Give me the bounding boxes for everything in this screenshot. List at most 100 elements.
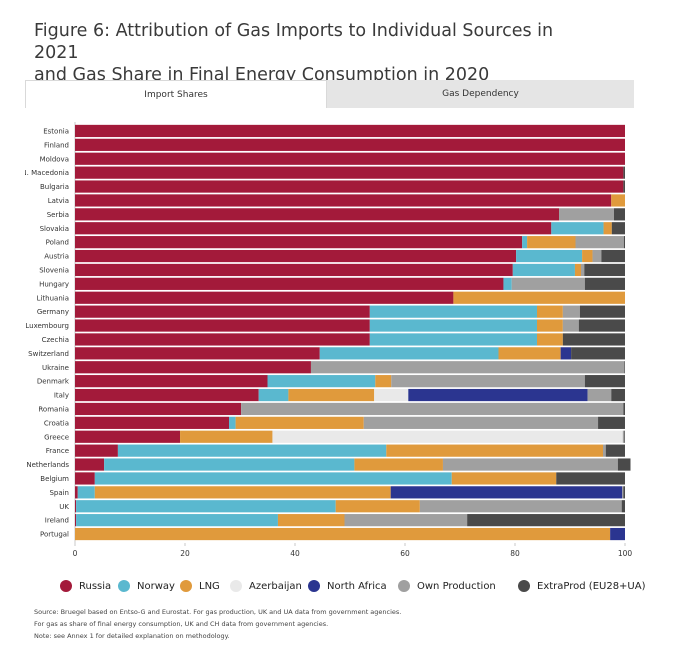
bar-italy-own-production[interactable]: Italy – Own Production: 4.3 xyxy=(587,388,612,402)
bar-finland-russia[interactable]: Finland – Russia: 100 xyxy=(75,138,625,151)
bar-france-norway[interactable]: France – Norway: 48.8 xyxy=(117,444,387,457)
bar-greece-azerbaijan[interactable]: Greece – Azerbaijan: 63.7 xyxy=(272,430,623,443)
bar-ireland-extraprod-eu28-ua[interactable]: Ireland – ExtraProd (EU28+UA): 28.7 xyxy=(467,514,625,527)
bar-uk-lng[interactable]: UK – LNG: 15.3 xyxy=(335,500,420,513)
bar-luxembourg-norway[interactable]: Luxembourg – Norway: 30.4 xyxy=(369,319,537,332)
bar-greece-russia[interactable]: Greece – Russia: 19.1 xyxy=(75,430,181,443)
bar-slovenia-lng[interactable]: Slovenia – LNG: 1.1 xyxy=(574,263,581,277)
bar-netherlands-norway[interactable]: Netherlands – Norway: 45.5 xyxy=(104,458,355,471)
bar-netherlands-russia[interactable]: Netherlands – Russia: 5.3 xyxy=(75,458,105,471)
bar-spain-russia[interactable]: Spain – Russia: 0.5 xyxy=(75,486,78,499)
bar-greece-extraprod-eu28-ua[interactable]: Greece – ExtraProd (EU28+UA): 0.1 xyxy=(624,430,625,443)
bar-france-russia[interactable]: France – Russia: 7.8 xyxy=(75,444,118,457)
bar-germany-lng[interactable]: Germany – LNG: 4.7 xyxy=(537,305,563,318)
bar-czechia-extraprod-eu28-ua[interactable]: Czechia – ExtraProd (EU28+UA): 11.3 xyxy=(562,333,625,346)
bar-greece-lng[interactable]: Greece – LNG: 16.8 xyxy=(180,430,273,443)
bar-croatia-russia[interactable]: Croatia – Russia: 28 xyxy=(75,416,229,429)
bar-croatia-lng[interactable]: Croatia – LNG: 23.3 xyxy=(235,416,364,429)
tab-gas-dependency[interactable]: Gas Dependency xyxy=(327,80,634,108)
bar-denmark-russia[interactable]: Denmark – Russia: 35 xyxy=(75,375,268,388)
bar-ireland-russia[interactable]: Ireland – Russia: 0.2 xyxy=(75,514,77,527)
bar-poland-extraprod-eu28-ua[interactable]: Poland – ExtraProd (EU28+UA): 0.2 xyxy=(623,236,625,249)
bar-hungary-extraprod-eu28-ua[interactable]: Hungary – ExtraProd (EU28+UA): 7.3 xyxy=(584,277,625,290)
bar-luxembourg-extraprod-eu28-ua[interactable]: Luxembourg – ExtraProd (EU28+UA): 8.4 xyxy=(578,319,625,332)
legend-item-own-production[interactable]: Own Production xyxy=(398,580,496,592)
bar-belgium-norway[interactable]: Belgium – Norway: 64.9 xyxy=(94,472,452,485)
bar-poland-own-production[interactable]: Poland – Own Production: 8.8 xyxy=(575,236,624,249)
bar-switzerland-extraprod-eu28-ua[interactable]: Switzerland – ExtraProd (EU28+UA): 9.8 xyxy=(571,347,625,360)
bar-denmark-own-production[interactable]: Denmark – Own Production: 35.2 xyxy=(391,375,585,388)
bar-denmark-norway[interactable]: Denmark – Norway: 19.6 xyxy=(267,375,376,388)
bar-italy-norway[interactable]: Italy – Norway: 5.4 xyxy=(258,388,289,402)
bar-spain-north-africa[interactable]: Spain – North Africa: 42.1 xyxy=(390,486,623,499)
bar-moldova-russia[interactable]: Moldova – Russia: 100 xyxy=(75,152,625,165)
bar-bulgaria-russia[interactable]: Bulgaria – Russia: 99.7 xyxy=(75,180,624,193)
bar-spain-norway[interactable]: Spain – Norway: 3.1 xyxy=(77,486,95,499)
bar-belgium-extraprod-eu28-ua[interactable]: Belgium – ExtraProd (EU28+UA): 12.5 xyxy=(556,472,625,485)
bar-uk-russia[interactable]: UK – Russia: 0.2 xyxy=(75,500,77,513)
bar-italy-lng[interactable]: Italy – LNG: 15.6 xyxy=(288,388,375,402)
bar-italy-extraprod-eu28-ua[interactable]: Italy – ExtraProd (EU28+UA): 2.5 xyxy=(611,388,625,402)
bar-serbia-russia[interactable]: Serbia – Russia: 88 xyxy=(75,208,559,221)
bar-slovenia-norway[interactable]: Slovenia – Norway: 11.3 xyxy=(512,263,575,277)
bar-romania-extraprod-eu28-ua[interactable]: Romania – ExtraProd (EU28+UA): 0.3 xyxy=(623,402,625,416)
bar-france-lng[interactable]: France – LNG: 39.4 xyxy=(386,444,603,457)
bar-austria-own-production[interactable]: Austria – Own Production: 1.6 xyxy=(592,249,602,263)
bar-croatia-norway[interactable]: Croatia – Norway: 1.2 xyxy=(229,416,236,429)
bar-portugal-lng[interactable]: Portugal – LNG: 97.3 xyxy=(75,527,611,541)
bar-czechia-russia[interactable]: Czechia – Russia: 53.6 xyxy=(75,333,370,346)
bar-austria-norway[interactable]: Austria – Norway: 12 xyxy=(516,249,583,263)
bar-hungary-norway[interactable]: Hungary – Norway: 1.5 xyxy=(503,277,512,290)
legend-item-russia[interactable]: Russia xyxy=(60,580,111,592)
bar-belgium-russia[interactable]: Belgium – Russia: 3.6 xyxy=(75,472,95,485)
bar-romania-russia[interactable]: Romania – Russia: 30.2 xyxy=(75,402,242,416)
bar-netherlands-extraprod-eu28-ua[interactable]: Netherlands – ExtraProd (EU28+UA): 2.3 xyxy=(617,458,631,471)
bar-france-extraprod-eu28-ua[interactable]: France – ExtraProd (EU28+UA): 3.5 xyxy=(605,444,625,457)
bar-hungary-own-production[interactable]: Hungary – Own Production: 13.3 xyxy=(511,277,585,290)
bar-poland-norway[interactable]: Poland – Norway: 0.9 xyxy=(522,236,528,249)
bar-austria-russia[interactable]: Austria – Russia: 80.2 xyxy=(75,249,517,263)
bar-poland-russia[interactable]: Poland – Russia: 81.3 xyxy=(75,236,523,249)
bar-ukraine-russia[interactable]: Ukraine – Russia: 42.9 xyxy=(75,361,311,374)
bar-ukraine-own-production[interactable]: Ukraine – Own Production: 57 xyxy=(310,361,625,374)
bar-slovenia-own-production[interactable]: Slovenia – Own Production: 0.6 xyxy=(581,263,585,277)
bar-slovakia-russia[interactable]: Slovakia – Russia: 86.6 xyxy=(75,222,552,235)
bar-czechia-lng[interactable]: Czechia – LNG: 4.7 xyxy=(537,333,563,346)
bar-switzerland-russia[interactable]: Switzerland – Russia: 44.5 xyxy=(75,347,320,360)
bar-netherlands-own-production[interactable]: Netherlands – Own Production: 31.8 xyxy=(442,458,618,471)
bar-ukraine-extraprod-eu28-ua[interactable]: Ukraine – ExtraProd (EU28+UA): 0.1 xyxy=(624,361,625,374)
legend-item-azerbaijan[interactable]: Azerbaijan xyxy=(230,580,302,592)
bar-greece-own-production[interactable]: Greece – Own Production: 0.3 xyxy=(622,430,625,443)
bar-lithuania-russia[interactable]: Lithuania – Russia: 68.8 xyxy=(75,291,454,304)
bar-bulgaria-extraprod-eu28-ua[interactable]: Bulgaria – ExtraProd (EU28+UA): 0.3 xyxy=(623,180,625,193)
bar-portugal-north-africa[interactable]: Portugal – North Africa: 2.7 xyxy=(610,527,625,541)
legend-item-north-africa[interactable]: North Africa xyxy=(308,580,387,592)
tab-import-shares[interactable]: Import Shares xyxy=(25,80,327,108)
bar-estonia-russia[interactable]: Estonia – Russia: 100 xyxy=(75,124,625,138)
bar-serbia-own-production[interactable]: Serbia – Own Production: 10 xyxy=(559,208,614,221)
bar-spain-lng[interactable]: Spain – LNG: 53.8 xyxy=(94,486,391,499)
bar-spain-extraprod-eu28-ua[interactable]: Spain – ExtraProd (EU28+UA): 0.3 xyxy=(623,486,625,499)
bar-germany-extraprod-eu28-ua[interactable]: Germany – ExtraProd (EU28+UA): 8.2 xyxy=(579,305,625,318)
bar-luxembourg-russia[interactable]: Luxembourg – Russia: 53.6 xyxy=(75,319,370,332)
bar-denmark-extraprod-eu28-ua[interactable]: Denmark – ExtraProd (EU28+UA): 7.3 xyxy=(584,375,625,388)
bar-lithuania-lng[interactable]: Lithuania – LNG: 31.2 xyxy=(453,291,625,304)
bar-luxembourg-lng[interactable]: Luxembourg – LNG: 4.7 xyxy=(537,319,563,332)
bar-germany-own-production[interactable]: Germany – Own Production: 3.1 xyxy=(562,305,580,318)
bar-slovakia-lng[interactable]: Slovakia – LNG: 1.5 xyxy=(603,222,612,235)
bar-romania-own-production[interactable]: Romania – Own Production: 69.5 xyxy=(241,402,624,416)
bar-austria-extraprod-eu28-ua[interactable]: Austria – ExtraProd (EU28+UA): 4.3 xyxy=(601,249,625,263)
bar-switzerland-north-africa[interactable]: Switzerland – North Africa: 1.9 xyxy=(560,347,572,360)
bar-belgium-lng[interactable]: Belgium – LNG: 19 xyxy=(451,472,557,485)
bar-spain-own-production[interactable]: Spain – Own Production: 0.2 xyxy=(622,486,624,499)
bar-switzerland-norway[interactable]: Switzerland – Norway: 32.5 xyxy=(319,347,499,360)
bar-latvia-russia[interactable]: Latvia – Russia: 97.5 xyxy=(75,194,612,207)
bar-austria-lng[interactable]: Austria – LNG: 1.9 xyxy=(582,249,593,263)
bar-italy-north-africa[interactable]: Italy – North Africa: 32.6 xyxy=(408,388,588,402)
bar-ireland-norway[interactable]: Ireland – Norway: 36.7 xyxy=(76,514,278,527)
bar-france-own-production[interactable]: France – Own Production: 0.5 xyxy=(603,444,606,457)
bar-ireland-lng[interactable]: Ireland – LNG: 12.1 xyxy=(277,514,345,527)
bar-czechia-norway[interactable]: Czechia – Norway: 30.4 xyxy=(369,333,537,346)
bar-n-macedonia-extraprod-eu28-ua[interactable]: N. Macedonia – ExtraProd (EU28+UA): 0.3 xyxy=(623,166,625,179)
bar-germany-norway[interactable]: Germany – Norway: 30.4 xyxy=(369,305,537,318)
